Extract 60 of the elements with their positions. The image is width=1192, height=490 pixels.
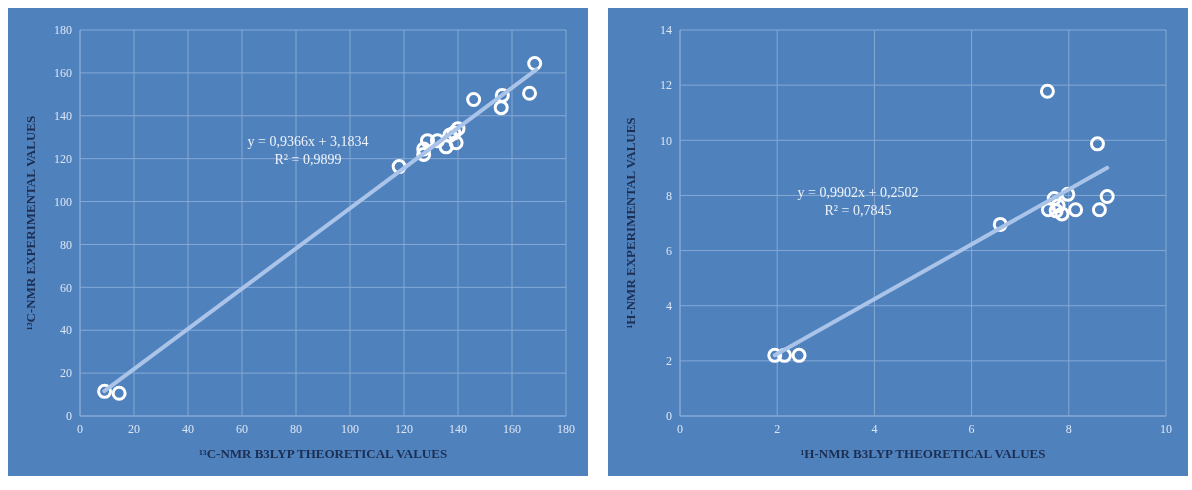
x-tick-label: 2 [774,421,781,436]
x-tick-label: 140 [449,421,467,436]
point [1054,206,1070,222]
point [1039,83,1055,99]
annotation: R² = 0,7845 [823,202,893,220]
x-axis-title: ¹³C-NMR B3LYP THEORETICAL VALUES [198,446,448,461]
x-tick-label: 4 [871,421,878,436]
point [1089,136,1105,152]
point [493,100,509,116]
y-tick-label: 8 [666,188,672,203]
x-axis-title: ¹H-NMR B3LYP THEORETICAL VALUES [800,446,1046,461]
point [767,347,783,363]
point [1099,189,1115,205]
x-tick-label: 60 [236,421,248,436]
point [1091,202,1107,218]
x-tick-label: 40 [182,421,194,436]
point [791,347,807,363]
x-tick-label: 100 [341,421,359,436]
point [448,135,464,151]
x-tick-label: 10 [1160,421,1172,436]
annotation: y = 0,9366x + 3,1834 [246,133,370,151]
y-tick-label: 20 [60,366,72,381]
y-tick-label: 0 [66,409,72,424]
x-tick-label: 6 [968,421,975,436]
y-tick-label: 12 [660,78,672,93]
annotation: R² = 0,9899 [273,151,343,169]
y-tick-label: 40 [60,323,72,338]
y-axis-title: ¹H-NMR EXPERIMENTAL VALUES [622,117,638,329]
y-tick-label: 6 [666,243,672,258]
y-axis-title: ¹³C-NMR EXPERIMENTAL VALUES [22,115,38,331]
y-tick-label: 120 [54,151,72,166]
y-tick-label: 2 [666,354,672,369]
annotation: y = 0,9902x + 0,2502 [796,184,920,202]
y-tick-label: 14 [660,23,672,38]
x-tick-label: 20 [128,421,140,436]
point [438,139,454,155]
y-tick-label: 140 [54,109,72,124]
point [466,91,482,107]
y-tick-label: 0 [666,409,672,424]
point [1050,198,1066,214]
point [1068,202,1084,218]
x-tick-label: 0 [77,421,83,436]
point [1048,203,1064,219]
y-tick-label: 160 [54,66,72,81]
y-tick-label: 60 [60,280,72,295]
x-tick-label: 160 [503,421,521,436]
y-tick-label: 4 [666,298,672,313]
point [522,85,538,101]
point [1040,202,1056,218]
x-tick-label: 8 [1065,421,1072,436]
point [111,385,127,401]
y-tick-label: 80 [60,237,72,252]
x-tick-label: 80 [290,421,302,436]
x-tick-label: 120 [395,421,413,436]
x-tick-label: 180 [557,421,575,436]
y-tick-label: 10 [660,133,672,148]
y-tick-label: 100 [54,194,72,209]
x-tick-label: 0 [677,421,683,436]
point [419,133,435,149]
y-tick-label: 180 [54,23,72,38]
